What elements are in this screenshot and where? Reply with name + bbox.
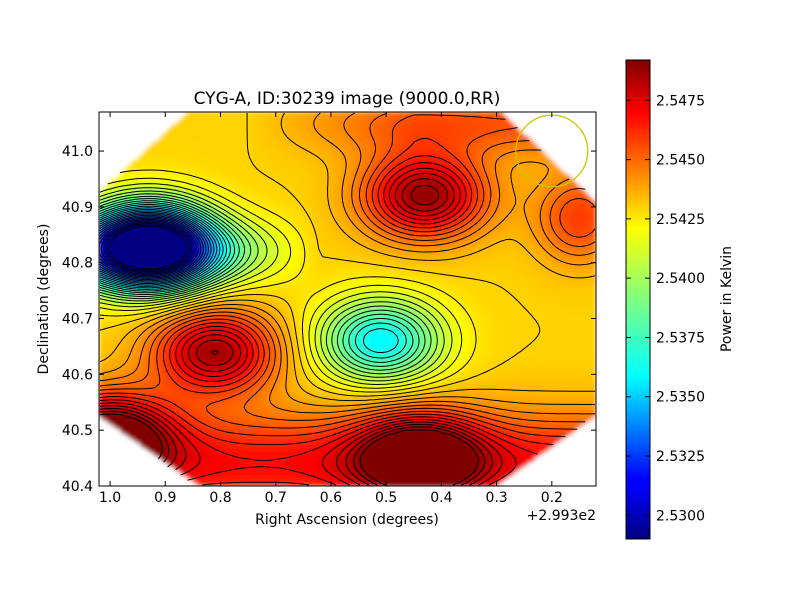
contour-line xyxy=(99,183,453,385)
contour-line xyxy=(99,216,204,279)
contour-line xyxy=(99,112,596,402)
contour-line xyxy=(103,223,193,273)
colorbar-tick-label: 2.5300 xyxy=(656,508,705,524)
contour-line xyxy=(99,172,503,486)
x-tick-label: 0.5 xyxy=(375,490,397,506)
contour-line xyxy=(99,113,541,397)
contour-line xyxy=(99,184,486,486)
colorbar-tick-label: 2.5475 xyxy=(656,93,705,109)
colorbar: 2.5300 2.5325 2.5350 2.5375 2.5400 2.5425 2.54… xyxy=(625,59,735,540)
y-tick-label: 40.9 xyxy=(62,200,93,216)
contour-line xyxy=(109,226,188,270)
contour-line xyxy=(99,112,596,423)
y-tick-label: 40.4 xyxy=(62,479,93,495)
y-tick-label: 40.5 xyxy=(62,423,93,439)
contour-line xyxy=(99,213,209,282)
contour-line xyxy=(99,210,215,284)
y-tick-label: 40.6 xyxy=(62,367,93,383)
contour-line xyxy=(99,169,477,393)
colorbar-tick-label: 2.5375 xyxy=(656,330,705,346)
contour-line xyxy=(99,190,438,378)
y-axis-ticks: 40.4 40.5 40.6 40.7 40.8 40.9 41.0 xyxy=(62,144,596,495)
x-axis-ticks: 1.0 0.9 0.8 0.7 0.6 0.5 0.4 0.3 0.2 xyxy=(99,112,563,506)
x-axis-offset-label: +2.993e2 xyxy=(527,508,596,524)
contour-lines xyxy=(99,112,596,486)
contour-line xyxy=(99,208,218,286)
contour-line xyxy=(99,193,432,375)
contour-line xyxy=(99,205,224,289)
x-axis-label: Right Ascension (degrees) xyxy=(255,512,439,528)
x-tick-label: 0.9 xyxy=(154,490,176,506)
colorbar-tick-label: 2.5400 xyxy=(656,271,705,287)
contour-line xyxy=(99,219,200,277)
contour-line xyxy=(99,162,538,486)
x-tick-label: 0.2 xyxy=(541,490,563,506)
contour-line xyxy=(99,200,414,363)
y-tick-label: 40.8 xyxy=(62,256,93,272)
contour-line xyxy=(99,178,493,486)
contour-line xyxy=(99,220,197,275)
contour-line xyxy=(99,198,420,367)
colorbar-tick-label: 2.5350 xyxy=(656,390,705,406)
x-tick-label: 1.0 xyxy=(99,490,121,506)
colorbar-frame xyxy=(625,59,651,540)
contour-line xyxy=(99,177,463,389)
contour-line xyxy=(99,195,426,371)
colorbar-tick-label: 2.5325 xyxy=(656,449,705,465)
contour-line xyxy=(99,202,407,359)
contour-line xyxy=(99,204,399,353)
x-tick-label: 0.3 xyxy=(485,490,507,506)
colorbar-ticks: 2.5300 2.5325 2.5350 2.5375 2.5400 2.5425 2.54… xyxy=(626,93,705,524)
x-tick-label: 0.6 xyxy=(320,490,342,506)
contour-line xyxy=(100,221,195,274)
heatmap xyxy=(99,112,596,486)
contour-line xyxy=(99,413,479,486)
contour-line xyxy=(99,214,207,280)
x-tick-label: 0.4 xyxy=(430,490,452,506)
x-tick-label: 0.7 xyxy=(265,490,287,506)
contour-line xyxy=(99,112,596,415)
plot-frame xyxy=(98,111,597,487)
colorbar-label: Power in Kelvin xyxy=(719,246,735,352)
chart-title: CYG-A, ID:30239 image (9000.0,RR) xyxy=(194,89,501,109)
contour-line xyxy=(99,112,596,407)
colorbar-tick-label: 2.5425 xyxy=(656,212,705,228)
heatmap-image xyxy=(99,112,596,486)
contour-line xyxy=(106,224,190,271)
contour-line xyxy=(99,155,554,486)
contour-line xyxy=(99,207,221,287)
contour-line xyxy=(99,187,445,382)
contour-line xyxy=(99,137,566,437)
contour-line xyxy=(99,114,596,430)
colorbar-gradient xyxy=(626,60,650,539)
y-tick-label: 41.0 xyxy=(62,144,93,160)
x-tick-label: 0.8 xyxy=(209,490,231,506)
contour-line xyxy=(99,167,517,486)
y-axis-label: Declination (degrees) xyxy=(36,224,52,375)
y-tick-label: 40.7 xyxy=(62,312,93,328)
contour-line xyxy=(99,212,212,283)
colorbar-tick-label: 2.5450 xyxy=(656,153,705,169)
